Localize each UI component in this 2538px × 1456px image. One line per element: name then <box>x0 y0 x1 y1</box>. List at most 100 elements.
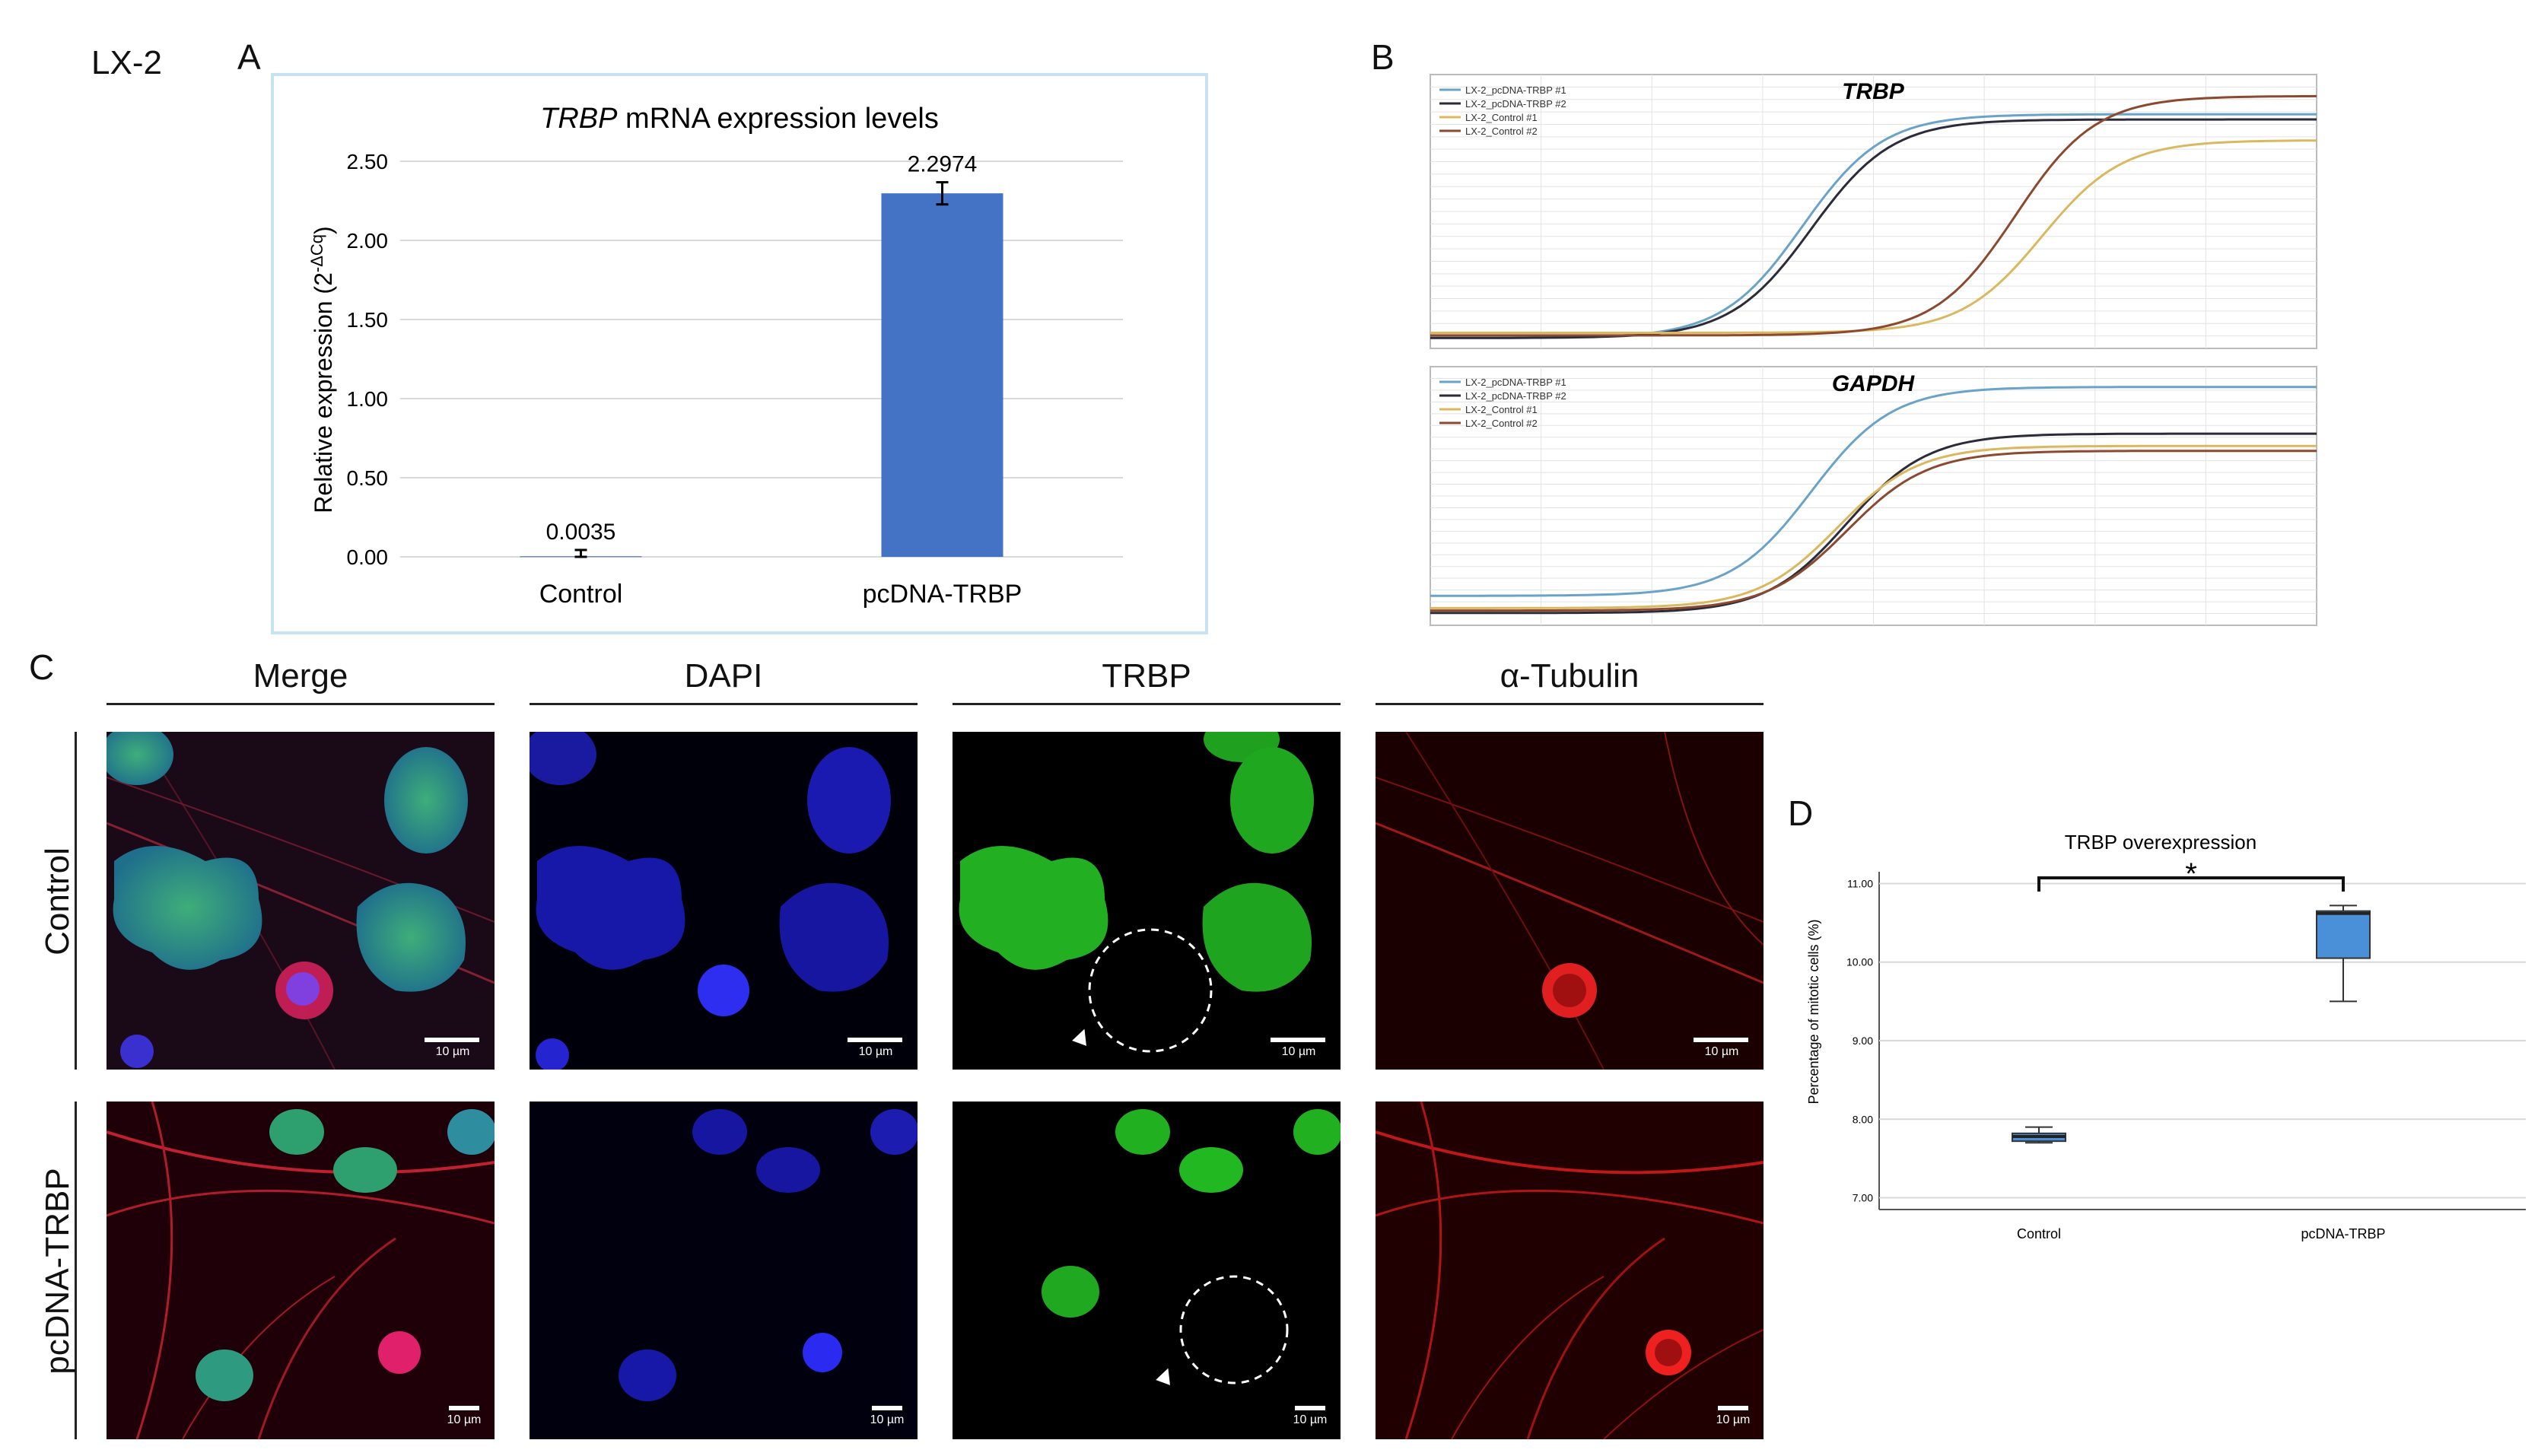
scale-bar-label: 10 µm <box>435 1045 470 1058</box>
amplification-curve <box>1430 94 2317 337</box>
legend-label: LX-2_pcDNA-TRBP #1 <box>1465 377 1566 388</box>
panel-a-title-rest: mRNA expression levels <box>617 103 938 135</box>
merge-image <box>107 732 495 1070</box>
micrograph-pcdna-tubulin: 10 µm <box>1376 1102 1764 1439</box>
legend-label: LX-2_pcDNA-TRBP #2 <box>1465 98 1566 110</box>
scale-bar-label: 10 µm <box>1704 1045 1739 1058</box>
data-label: 2.2974 <box>908 152 978 177</box>
qpcr-chart: LX-2_pcDNA-TRBP #1 LX-2_pcDNA-TRBP #2 LX-2… <box>1430 366 2317 626</box>
panel-a-y-label: Relative expression (2-ΔCq) <box>307 226 338 513</box>
micrograph-control-merge: 10 µm <box>107 732 495 1070</box>
trbp-image <box>953 732 1341 1070</box>
panel-a-bars: 0.0035 2.2974 <box>520 152 1003 558</box>
scale-bar <box>872 1406 902 1410</box>
tubulin-image <box>1376 732 1764 1070</box>
y-tick-label: 0.00 <box>347 545 389 569</box>
y-tick-label: 7.00 <box>1853 1192 1873 1204</box>
y-tick-label: 8.00 <box>1853 1113 1873 1125</box>
scale-bar <box>1295 1406 1325 1410</box>
row-label-pcdna: pcDNA-TRBP <box>39 1168 76 1375</box>
panel-a-y-label-sup: -ΔCq <box>307 234 326 272</box>
legend-label: LX-2_pcDNA-TRBP #2 <box>1465 390 1566 402</box>
panel-letter-d: D <box>1788 793 1814 833</box>
panel-d-y-label: Percentage of mitotic cells (%) <box>1806 919 1821 1104</box>
panel-a-y-label-close: ) <box>310 226 337 234</box>
panel-letter-a: A <box>237 37 261 77</box>
legend-label: LX-2_pcDNA-TRBP #1 <box>1465 84 1566 96</box>
scale-bar <box>1694 1038 1748 1042</box>
panel-d-boxes: * <box>2012 857 2371 1144</box>
dapi-image <box>530 1102 918 1439</box>
panel-d-x-labels: Control pcDNA-TRBP <box>2017 1226 2386 1241</box>
y-tick-label: 1.50 <box>347 308 389 332</box>
micrograph-control-dapi: 10 µm <box>530 732 918 1070</box>
y-tick-label: 2.00 <box>347 229 389 253</box>
scale-bar <box>1271 1038 1325 1042</box>
panel-a-x-labels: Control pcDNA-TRBP <box>539 580 1023 609</box>
column-header-merge: Merge <box>107 659 495 705</box>
y-tick-label: 0.50 <box>347 466 389 490</box>
y-tick-label: 10.00 <box>1846 956 1873 968</box>
x-tick-label: Control <box>2017 1226 2061 1241</box>
y-tick-label: 2.50 <box>347 150 389 173</box>
panel-b-qpcr-charts: LX-2_pcDNA-TRBP #1 LX-2_pcDNA-TRBP #2 LX-2… <box>1430 74 2317 626</box>
qpcr-chart-title: GAPDH <box>1832 371 1916 396</box>
amplification-curve <box>1430 386 2317 597</box>
scale-bar <box>1718 1406 1748 1410</box>
panel-letter-c: C <box>29 647 55 687</box>
scale-bar-label: 10 µm <box>858 1045 893 1058</box>
cell-line-label: LX-2 <box>91 44 162 81</box>
micrograph-pcdna-merge: 10 µm <box>107 1102 495 1439</box>
micrograph-control-trbp: 10 µm <box>953 732 1341 1070</box>
scale-bar <box>449 1406 479 1410</box>
panel-d-box-plot: TRBP overexpression Percentage of mitoti… <box>1806 831 2526 1241</box>
panel-letter-b: B <box>1371 37 1395 77</box>
significance-star: * <box>2185 857 2197 891</box>
column-header-tubulin: α-Tubulin <box>1376 659 1764 705</box>
panel-d-title: TRBP overexpression <box>2065 831 2257 854</box>
legend-label: LX-2_Control #2 <box>1465 418 1538 429</box>
panel-a-title-gene: TRBP <box>540 103 618 135</box>
column-header-dapi: DAPI <box>530 659 918 705</box>
row-bracket-pcdna <box>75 1102 77 1439</box>
scale-bar <box>848 1038 902 1042</box>
panel-a-y-ticks: 0.00 0.50 1.00 1.50 2.00 2.50 <box>347 150 389 569</box>
trbp-image <box>953 1102 1341 1439</box>
scale-bar-label: 10 µm <box>1293 1413 1328 1426</box>
scale-bar <box>425 1038 479 1042</box>
panel-a-bar-chart: TRBP mRNA expression levels 0.00 0.50 1.00… <box>307 103 1123 609</box>
panel-a-y-label-text: Relative expression (2 <box>310 272 337 513</box>
scale-bar-label: 10 µm <box>447 1413 482 1426</box>
micrograph-pcdna-trbp: 10 µm <box>953 1102 1341 1439</box>
amplification-curve <box>1430 450 2317 612</box>
panel-d-grid: 7.00 8.00 9.00 10.00 11.00 <box>1846 872 2526 1210</box>
column-header-trbp: TRBP <box>953 659 1341 705</box>
qpcr-chart-title: TRBP <box>1842 79 1905 104</box>
legend-label: LX-2_Control #1 <box>1465 404 1538 415</box>
panel-a-frame <box>271 73 1208 634</box>
amplification-curve <box>1430 444 2317 609</box>
dapi-image <box>530 732 918 1070</box>
row-label-control: Control <box>39 847 76 955</box>
legend-label: LX-2_Control #1 <box>1465 112 1538 123</box>
x-tick-label: pcDNA-TRBP <box>2301 1226 2385 1241</box>
significance-bracket <box>2037 876 2345 892</box>
merge-image <box>107 1102 495 1439</box>
tubulin-image <box>1376 1102 1764 1439</box>
x-tick-label: Control <box>539 580 623 609</box>
scale-bar-label: 10 µm <box>870 1413 905 1426</box>
legend-label: LX-2_Control #2 <box>1465 126 1538 137</box>
amplification-curve <box>1430 139 2317 334</box>
bar <box>881 193 1003 557</box>
panel-a-title: TRBP mRNA expression levels <box>540 103 939 135</box>
scale-bar-label: 10 µm <box>1716 1413 1751 1426</box>
scale-bar-label: 10 µm <box>1281 1045 1316 1058</box>
panel-a-grid <box>400 161 1123 558</box>
x-tick-label: pcDNA-TRBP <box>863 580 1023 609</box>
micrograph-pcdna-dapi: 10 µm <box>530 1102 918 1439</box>
box <box>2316 910 2371 959</box>
data-label: 0.0035 <box>546 520 616 545</box>
y-tick-label: 11.00 <box>1847 877 1873 889</box>
qpcr-chart: LX-2_pcDNA-TRBP #1 LX-2_pcDNA-TRBP #2 LX-2… <box>1430 74 2317 349</box>
y-tick-label: 1.00 <box>347 387 389 411</box>
